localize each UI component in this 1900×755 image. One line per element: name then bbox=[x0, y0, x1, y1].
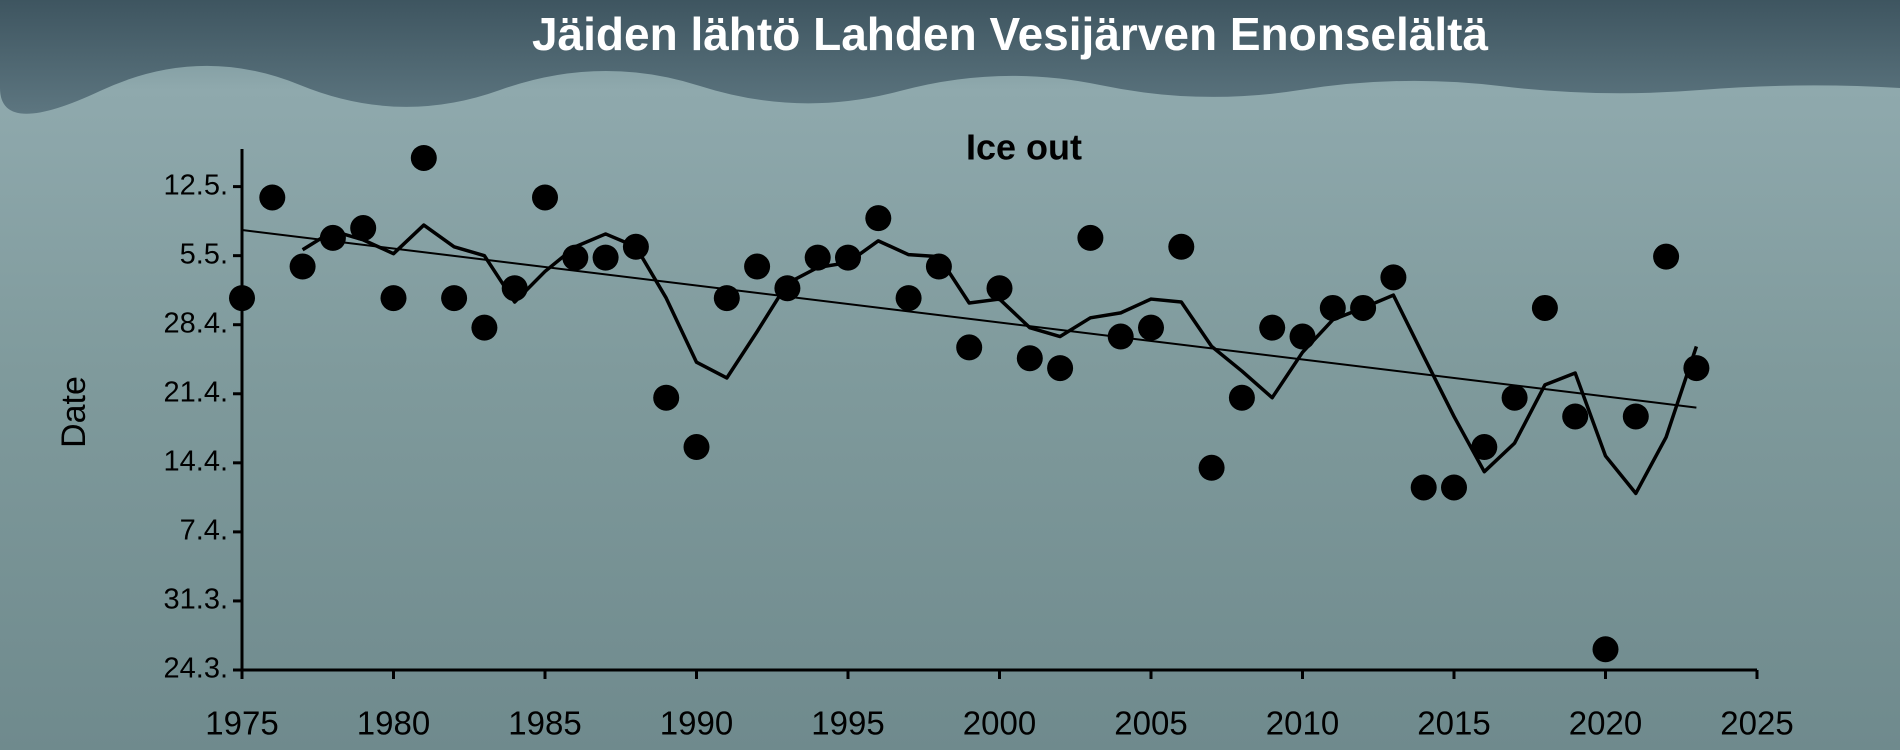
data-point bbox=[1501, 384, 1528, 411]
data-point bbox=[1471, 434, 1498, 461]
data-point bbox=[562, 244, 589, 271]
data-point bbox=[441, 285, 468, 312]
data-point bbox=[925, 253, 952, 280]
y-axis-label: Date bbox=[55, 376, 93, 448]
data-point bbox=[865, 205, 892, 232]
data-point bbox=[622, 233, 649, 260]
y-tick-label: 14.4. bbox=[164, 445, 229, 477]
data-point bbox=[1653, 243, 1680, 270]
trend-line bbox=[241, 229, 1697, 409]
data-point bbox=[1531, 294, 1558, 321]
data-point bbox=[1228, 384, 1255, 411]
x-tick-label: 1985 bbox=[508, 705, 581, 742]
y-tick-label: 5.5. bbox=[180, 238, 228, 270]
data-point bbox=[713, 285, 740, 312]
data-point bbox=[592, 244, 619, 271]
data-point bbox=[289, 253, 316, 280]
data-point bbox=[1350, 294, 1377, 321]
data-point bbox=[1562, 403, 1589, 430]
data-point bbox=[229, 285, 255, 312]
y-tick-label: 7.4. bbox=[180, 515, 228, 547]
data-point bbox=[1077, 224, 1104, 251]
data-point bbox=[532, 184, 558, 211]
data-point bbox=[683, 434, 710, 461]
data-point bbox=[501, 275, 528, 302]
data-point bbox=[895, 285, 922, 312]
y-tick-label: 12.5. bbox=[164, 169, 229, 201]
chart-title: Ice out bbox=[966, 127, 1082, 168]
x-tick-label: 2025 bbox=[1720, 705, 1793, 742]
x-tick-label: 2010 bbox=[1266, 705, 1339, 742]
data-point bbox=[350, 215, 377, 242]
data-point bbox=[380, 285, 407, 312]
x-tick-label: 2020 bbox=[1569, 705, 1642, 742]
data-point bbox=[1168, 233, 1195, 260]
data-point bbox=[956, 334, 983, 361]
data-point bbox=[1107, 323, 1134, 350]
data-point bbox=[744, 253, 771, 280]
data-point bbox=[1259, 314, 1286, 341]
y-tick-label: 21.4. bbox=[164, 376, 229, 408]
data-point bbox=[1138, 314, 1164, 341]
x-tick-label: 2015 bbox=[1417, 705, 1490, 742]
data-point bbox=[1319, 294, 1346, 321]
data-point bbox=[1683, 355, 1710, 382]
x-tick-label: 2005 bbox=[1114, 705, 1187, 742]
data-point bbox=[1380, 264, 1407, 291]
y-tick-label: 28.4. bbox=[164, 307, 229, 339]
x-tick-label: 1990 bbox=[660, 705, 733, 742]
x-tick-label: 1980 bbox=[357, 705, 430, 742]
data-point bbox=[774, 275, 801, 302]
data-point bbox=[986, 275, 1013, 302]
x-tick-label: 2000 bbox=[963, 705, 1036, 742]
data-point bbox=[1622, 403, 1649, 430]
x-tick-label: 1995 bbox=[811, 705, 884, 742]
x-tick-label: 1975 bbox=[205, 705, 278, 742]
banner-title: Jäiden lähtö Lahden Vesijärven Enonseläl… bbox=[532, 8, 1489, 60]
data-point bbox=[1047, 355, 1074, 382]
data-point bbox=[1441, 474, 1467, 501]
data-point bbox=[471, 314, 498, 341]
data-point bbox=[1016, 345, 1043, 372]
y-tick-label: 31.3. bbox=[164, 584, 229, 616]
data-point bbox=[1592, 636, 1619, 663]
data-point bbox=[410, 144, 437, 171]
data-point bbox=[1289, 323, 1316, 350]
data-point bbox=[804, 244, 831, 271]
data-point bbox=[1198, 454, 1225, 481]
data-point bbox=[259, 184, 286, 211]
y-tick-label: 24.3. bbox=[164, 653, 229, 685]
data-point bbox=[653, 384, 680, 411]
data-point bbox=[319, 224, 346, 251]
sea-surface bbox=[0, 0, 1900, 114]
data-point bbox=[1410, 474, 1437, 501]
data-point bbox=[835, 244, 861, 271]
